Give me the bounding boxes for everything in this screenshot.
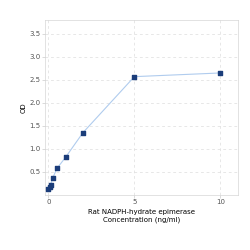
Point — [218, 71, 222, 75]
Point — [55, 166, 59, 170]
Point — [132, 75, 136, 79]
Point — [64, 155, 68, 159]
Point — [51, 176, 55, 180]
X-axis label: Rat NADPH-hydrate epimerase
Concentration (ng/ml): Rat NADPH-hydrate epimerase Concentratio… — [88, 209, 195, 223]
Y-axis label: OD: OD — [21, 102, 27, 113]
Point — [46, 186, 50, 190]
Point — [81, 131, 85, 135]
Point — [48, 185, 52, 189]
Point — [48, 183, 52, 187]
